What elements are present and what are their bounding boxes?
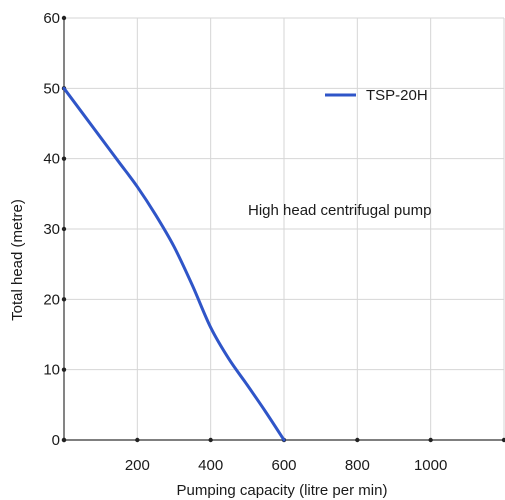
y-tick-mark (61, 437, 67, 443)
x-tick-mark (135, 437, 140, 443)
y-tick-mark (61, 367, 67, 372)
y-axis-title: Total head (metre) (9, 199, 26, 321)
y-tick-mark (61, 156, 67, 161)
x-tick-label: 400 (198, 457, 223, 474)
x-tick-mark (355, 437, 360, 443)
legend: TSP-20H (325, 87, 428, 104)
y-tick-label: 30 (43, 221, 60, 238)
series-line-tsp-20h (62, 86, 286, 442)
x-tick-mark (501, 437, 505, 443)
y-tick-label: 10 (43, 362, 60, 379)
x-tick-mark (208, 437, 213, 443)
y-tick-label: 40 (43, 151, 60, 168)
y-tick-label: 60 (43, 10, 60, 27)
y-tick-mark (61, 226, 67, 232)
series-group (62, 86, 286, 442)
grid-lines (64, 17, 505, 440)
y-tick-label: 0 (52, 432, 60, 449)
legend-label: TSP-20H (366, 87, 428, 104)
y-tick-label: 50 (43, 80, 60, 97)
y-tick-label: 20 (43, 291, 60, 308)
x-axis-title: Pumping capacity (litre per min) (177, 482, 388, 499)
x-tick-label: 1000 (414, 457, 447, 474)
x-tick-label: 600 (271, 457, 296, 474)
annotation-text: High head centrifugal pump (248, 202, 431, 219)
y-tick-mark (61, 15, 67, 21)
x-tick-label: 200 (125, 457, 150, 474)
y-tick-mark (61, 297, 67, 302)
tick-labels: 200 400 600 800 1000 0 10 20 30 40 50 60 (43, 10, 447, 474)
x-tick-label: 800 (345, 457, 370, 474)
x-tick-mark (428, 437, 433, 443)
